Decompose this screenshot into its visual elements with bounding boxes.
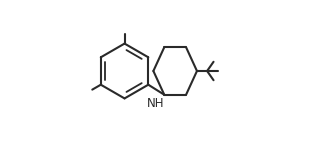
Text: NH: NH bbox=[147, 97, 164, 110]
